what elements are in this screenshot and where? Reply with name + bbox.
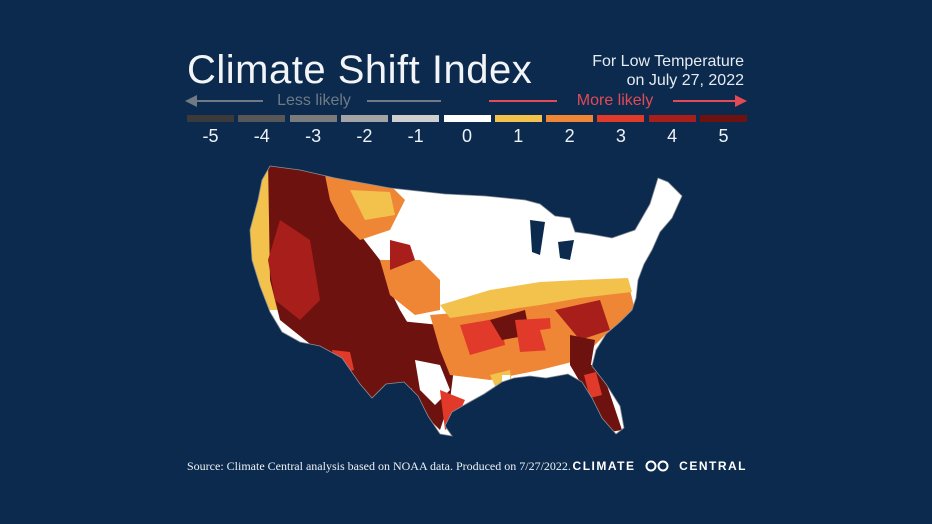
scale-swatch-neg2: [340, 115, 388, 122]
scale-swatch-2: [546, 115, 594, 122]
brand-word-right: CENTRAL: [679, 459, 747, 473]
subtitle-line-2: on July 27, 2022: [626, 72, 744, 89]
likelihood-arrows: Less likely More likely: [185, 91, 747, 113]
scale-swatch-neg3: [289, 115, 337, 122]
infinity-logo-icon: [645, 460, 669, 472]
scale-label-4: 4: [667, 126, 678, 146]
less-likely-label: Less likely: [277, 92, 351, 109]
scale-label-neg2: -2: [356, 126, 373, 146]
left-arrow-icon: [185, 95, 441, 107]
climate-central-logo: CLIMATE CENTRAL: [573, 459, 747, 473]
more-likely-label: More likely: [576, 92, 654, 109]
subtitle: For Low Temperature on July 27, 2022: [524, 52, 744, 90]
color-scale-legend: -5 -4 -3 -2 -1 0 1 2 3 4 5: [187, 115, 747, 149]
scale-label-1: 1: [513, 126, 524, 146]
scale-label-neg1: -1: [407, 126, 424, 146]
scale-swatch-3: [597, 115, 645, 122]
scale-label-2: 2: [564, 126, 575, 146]
scale-label-neg3: -3: [305, 126, 322, 146]
less-likely-indicator: Less likely: [185, 91, 443, 113]
scale-swatch-4: [648, 115, 696, 122]
scale-label-0: 0: [461, 126, 472, 146]
page-title: Climate Shift Index: [187, 48, 533, 92]
scale-label-3: 3: [615, 126, 626, 146]
subtitle-line-1: For Low Temperature: [592, 53, 744, 70]
scale-swatch-neg5: [187, 115, 234, 122]
scale-swatch-neg4: [238, 115, 286, 122]
scale-label-neg4: -4: [253, 126, 270, 146]
right-arrow-icon: [489, 95, 747, 107]
source-note: Source: Climate Central analysis based o…: [187, 459, 571, 473]
brand-word-left: CLIMATE: [572, 459, 636, 473]
scale-label-5: 5: [718, 126, 729, 146]
more-likely-indicator: More likely: [487, 91, 747, 113]
us-map: [249, 165, 683, 437]
scale-swatch-5: [700, 115, 747, 122]
scale-swatch-neg1: [392, 115, 440, 122]
scale-swatch-0: [443, 115, 491, 122]
scale-swatch-1: [494, 115, 542, 122]
scale-label-neg5: -5: [202, 126, 219, 146]
footer: Source: Climate Central analysis based o…: [187, 459, 747, 477]
